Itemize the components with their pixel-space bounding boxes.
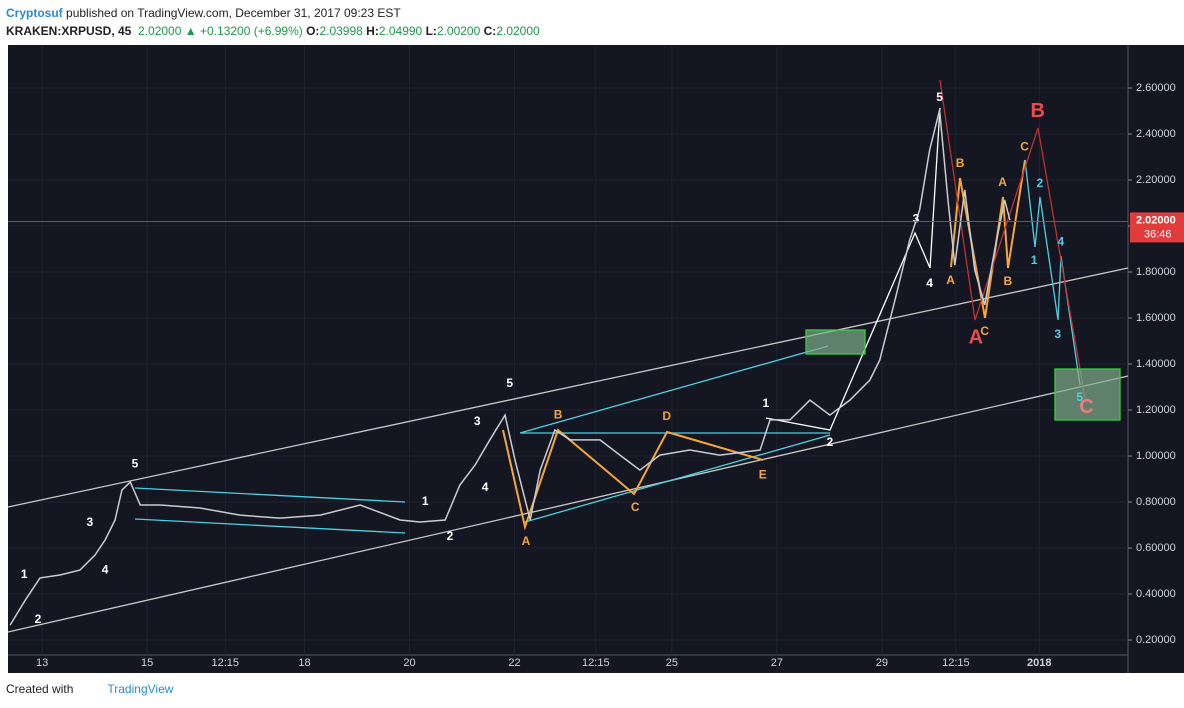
x-tick-label: 12:15 (212, 657, 240, 669)
low: 2.00200 (436, 24, 481, 38)
high: 2.04990 (378, 24, 423, 38)
y-tick-label: 1.00000 (1136, 450, 1176, 462)
wave-label: B (554, 407, 563, 421)
price-line (9, 109, 1011, 626)
x-tick-label: 2018 (1027, 657, 1051, 669)
y-tick-label: 0.20000 (1136, 634, 1176, 646)
wave-label: E (759, 467, 767, 481)
wave-label: A (522, 534, 531, 548)
symbol: KRAKEN:XRPUSD, 45 (6, 24, 132, 38)
quote-line: KRAKEN:XRPUSD, 45 2.02000 ▲ +0.13200 (+6… (6, 24, 540, 38)
channel-upper (7, 267, 1129, 508)
wave-label: 2 (447, 529, 454, 543)
x-tick-label: 18 (298, 657, 310, 669)
wave-label: 3 (1054, 327, 1061, 341)
wave-label: 2 (1036, 176, 1043, 190)
footer: Created with TradingView (6, 682, 173, 696)
wave-label: C (980, 324, 989, 338)
wave-label: 4 (1057, 234, 1064, 248)
wave-label: 5 (936, 90, 943, 104)
x-tick-label: 12:15 (942, 657, 970, 669)
countdown: 36:46 (1144, 228, 1172, 240)
wave-label: 2 (827, 435, 834, 449)
wave-label: B (1031, 100, 1045, 122)
publish-line: Cryptosuf published on TradingView.com, … (6, 4, 540, 22)
y-tick-label: 2.20000 (1136, 174, 1176, 186)
wave-label: 5 (1076, 390, 1083, 404)
y-tick-label: 0.80000 (1136, 496, 1176, 508)
author[interactable]: Cryptosuf (6, 6, 63, 20)
wave-label: 1 (21, 567, 28, 581)
x-tick-label: 25 (666, 657, 678, 669)
wave-label: 1 (422, 494, 429, 508)
last: 2.02000 (138, 24, 182, 38)
wave-label: 3 (913, 211, 920, 225)
wave-label: C (1020, 139, 1029, 153)
flag-top (134, 487, 406, 503)
impulse-path (765, 107, 941, 431)
y-tick-label: 1.80000 (1136, 266, 1176, 278)
wave-label: 1 (1031, 253, 1038, 267)
y-tick-label: 1.20000 (1136, 404, 1176, 416)
current-price-label: 2.02000 (1136, 214, 1176, 226)
wave-label: 4 (926, 276, 933, 290)
price-badge (1130, 212, 1184, 243)
wave-label: 5 (506, 376, 513, 390)
y-tick-label: 1.40000 (1136, 358, 1176, 370)
wave-label: C (631, 500, 640, 514)
wave-label: 5 (132, 456, 139, 470)
change: +0.13200 (+6.99%) (200, 24, 303, 38)
flag-bottom (134, 518, 406, 534)
target-line (519, 345, 829, 434)
wave-label: A (998, 175, 1007, 189)
x-tick-label: 13 (36, 657, 48, 669)
wave-label: B (1003, 274, 1012, 288)
wave-label: A (946, 273, 955, 287)
triangle-bottom (524, 434, 831, 523)
wave-label: A (969, 326, 983, 348)
x-tick-label: 29 (876, 657, 888, 669)
x-tick-label: 15 (141, 657, 153, 669)
y-tick-label: 0.40000 (1136, 588, 1176, 600)
wave-label: 4 (482, 480, 489, 494)
y-tick-label: 1.60000 (1136, 312, 1176, 324)
wave-label: 2 (35, 612, 42, 626)
close-label: C: (483, 24, 497, 38)
y-tick-label: 2.40000 (1136, 128, 1176, 140)
high-label: H: (366, 24, 379, 38)
x-tick-label: 27 (771, 657, 783, 669)
abcde-path (502, 428, 764, 531)
wave-label: D (662, 409, 671, 423)
open-label: O: (306, 24, 320, 38)
abc-forecast (939, 79, 1086, 399)
open: 2.03998 (319, 24, 363, 38)
wave-label: 4 (102, 562, 109, 576)
wave-label: B (956, 156, 965, 170)
header: Cryptosuf published on TradingView.com, … (6, 4, 540, 40)
y-tick-label: 2.60000 (1136, 82, 1176, 94)
target-box (1054, 368, 1121, 421)
created: Created with (6, 682, 74, 696)
wave-label: 3 (87, 515, 94, 529)
x-tick-label: 22 (508, 657, 520, 669)
wave-label: C (1079, 396, 1093, 418)
y-tick-label: 0.60000 (1136, 542, 1176, 554)
published: published on TradingView.com, December 3… (66, 6, 401, 20)
target-box (805, 329, 866, 355)
wave-label: 1 (763, 396, 770, 410)
close: 2.02000 (496, 24, 540, 38)
wave-label: 3 (474, 414, 481, 428)
channel-lower (7, 375, 1129, 633)
x-tick-label: 20 (403, 657, 415, 669)
low-label: L: (425, 24, 437, 38)
brand[interactable]: TradingView (107, 682, 174, 696)
x-tick-label: 12:15 (582, 657, 610, 669)
